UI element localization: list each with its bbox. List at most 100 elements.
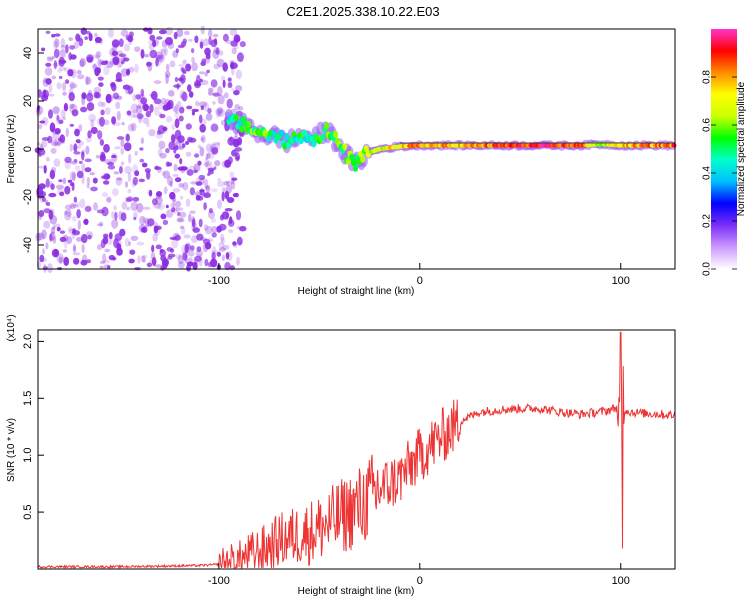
noise-blob [216,251,222,257]
noise-blob [109,48,116,57]
noise-blob [228,216,233,225]
ridge-core [302,130,308,138]
noise-blob [122,84,131,90]
noise-blob [169,236,177,240]
noise-blob [207,172,211,177]
noise-blob [111,39,120,48]
noise-blob [48,192,57,198]
noise-blob [198,178,205,185]
noise-blob [43,208,51,214]
noise-blob [230,61,235,70]
colorbar-tick-label: 0.0 [702,262,713,276]
noise-blob [205,160,213,170]
noise-blob [221,254,225,261]
noise-blob [97,101,104,108]
noise-blob [68,37,73,42]
noise-blob [200,134,206,144]
noise-blob [130,122,137,132]
noise-blob [56,82,62,90]
noise-blob [112,44,118,47]
noise-blob [172,199,177,206]
noise-blob [217,107,224,114]
noise-blob [194,35,199,44]
x-tick-label: 0 [417,575,423,587]
noise-blob [176,218,185,223]
noise-blob [179,158,183,165]
noise-blob [73,257,80,265]
noise-blob [75,201,80,208]
noise-blob [211,225,218,233]
noise-blob [84,158,92,163]
snr-y-axis-label: SNR (10 * v/v) [6,418,17,482]
ridge-core [349,153,355,161]
noise-blob [126,196,134,202]
noise-blob [188,213,192,223]
noise-blob [164,47,169,56]
noise-blob [99,139,105,146]
noise-blob [155,244,162,250]
noise-blob [123,43,131,52]
noise-blob [148,129,156,137]
noise-blob [107,28,114,38]
noise-blob [66,236,73,245]
noise-blob [204,258,209,267]
noise-blob [76,74,85,80]
ridge-core [671,143,677,148]
noise-blob [226,251,233,261]
noise-blob [50,167,57,173]
noise-blob [182,181,189,191]
noise-blob [178,115,184,122]
noise-blob [234,37,241,42]
noise-blob [45,156,50,162]
noise-blob [217,141,221,150]
noise-blob [195,181,203,186]
noise-blob [214,160,221,167]
noise-blob [136,113,144,120]
noise-blob [196,74,201,85]
y-tick-label: -40 [22,237,34,253]
noise-blob [92,177,98,184]
noise-blob [88,113,96,122]
noise-blob [60,48,66,58]
noise-blob [160,48,167,57]
noise-blob [49,233,53,242]
noise-blob [56,187,65,196]
noise-blob [50,183,55,190]
noise-blob [89,172,95,176]
noise-blob [69,81,76,90]
noise-blob [234,192,239,198]
noise-blob [158,140,166,150]
noise-blob [177,216,184,222]
noise-blob [195,249,204,257]
snr-y-ticks: 0.5 1.0 1.5 2.0 [22,334,44,520]
noise-blob [51,141,59,147]
noise-blob [81,151,85,161]
noise-blob [139,215,146,226]
noise-blob [186,264,191,272]
noise-blob [72,228,76,234]
noise-blob [206,69,211,74]
noise-blob [178,139,184,150]
noise-blob [58,49,67,60]
ridge-core [320,133,326,141]
noise-blob [166,209,174,218]
noise-blob [165,204,169,209]
noise-blob [54,38,60,48]
noise-blob [107,165,116,170]
y-tick-label: 20 [22,95,34,107]
noise-blob [125,68,131,76]
noise-blob [36,109,41,118]
noise-blob [111,211,115,220]
noise-blob [191,111,195,116]
x-tick-label: 0 [417,275,423,287]
noise-blob [174,129,182,140]
noise-blob [91,54,100,59]
noise-blob [52,55,55,60]
noise-blob [191,62,199,72]
noise-blob [205,184,211,193]
noise-blob [76,170,84,179]
noise-blob [44,67,53,76]
noise-blob [108,232,113,240]
noise-blob [127,123,135,132]
noise-blob [138,178,145,183]
